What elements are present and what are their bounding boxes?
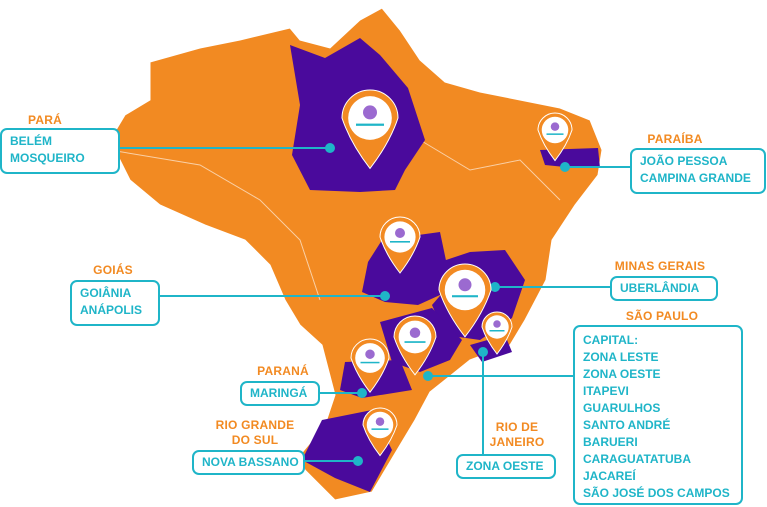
city-box-minas: UBERLÂNDIA xyxy=(610,276,718,301)
location-pin-icon[interactable] xyxy=(393,315,437,376)
state-label-saopaulo: SÃO PAULO xyxy=(625,309,699,323)
city-box-paraiba: JOÃO PESSOA CAMPINA GRANDE xyxy=(630,148,766,194)
city: JACAREÍ xyxy=(583,469,636,483)
location-pin-icon[interactable] xyxy=(379,216,421,274)
city: CAPITAL: xyxy=(583,333,639,347)
city: BARUERI xyxy=(583,435,638,449)
location-pin-icon[interactable] xyxy=(362,407,398,457)
city-box-saopaulo: CAPITAL: ZONA LESTE ZONA OESTE ITAPEVI G… xyxy=(573,325,743,505)
state-label-goias: GOIÁS xyxy=(93,263,133,277)
city-box-parana: MARINGÁ xyxy=(240,381,320,406)
city: UBERLÂNDIA xyxy=(620,281,700,295)
city: SÃO JOSÉ DOS CAMPOS xyxy=(583,486,730,500)
state-label-para: PARÁ xyxy=(28,113,62,127)
city: ZONA OESTE xyxy=(583,367,661,381)
city: ITAPEVI xyxy=(583,384,629,398)
state-label-minas: MINAS GERAIS xyxy=(614,259,706,273)
state-label-rs: RIO GRANDE DO SUL xyxy=(215,418,295,447)
city: JOÃO PESSOA xyxy=(640,154,728,168)
city: ZONA LESTE xyxy=(583,350,659,364)
location-pin-icon[interactable] xyxy=(481,311,513,355)
city: GOIÂNIA xyxy=(80,286,132,300)
location-pin-icon[interactable] xyxy=(350,338,390,394)
state-goias[interactable] xyxy=(362,232,448,305)
location-pin-icon[interactable] xyxy=(438,263,492,338)
city-box-para: BELÉM MOSQUEIRO xyxy=(0,128,120,174)
state-label-rj: RIO DE JANEIRO xyxy=(489,420,545,449)
city: MOSQUEIRO xyxy=(10,151,85,165)
city-box-rs: NOVA BASSANO xyxy=(192,450,305,475)
city: NOVA BASSANO xyxy=(202,455,299,469)
city-box-rj: ZONA OESTE xyxy=(456,454,556,479)
location-pin-icon[interactable] xyxy=(341,89,399,170)
city: CAMPINA GRANDE xyxy=(640,171,751,185)
city-box-goias: GOIÂNIA ANÁPOLIS xyxy=(70,280,160,326)
state-label-parana: PARANÁ xyxy=(257,364,309,378)
city: CARAGUATATUBA xyxy=(583,452,691,466)
city: SANTO ANDRÉ xyxy=(583,418,671,432)
city: GUARULHOS xyxy=(583,401,661,415)
city: BELÉM xyxy=(10,134,52,148)
state-label-paraiba: PARAÍBA xyxy=(647,132,703,146)
city: MARINGÁ xyxy=(250,386,308,400)
city: ANÁPOLIS xyxy=(80,303,143,317)
location-pin-icon[interactable] xyxy=(537,112,573,162)
city: ZONA OESTE xyxy=(466,459,544,473)
